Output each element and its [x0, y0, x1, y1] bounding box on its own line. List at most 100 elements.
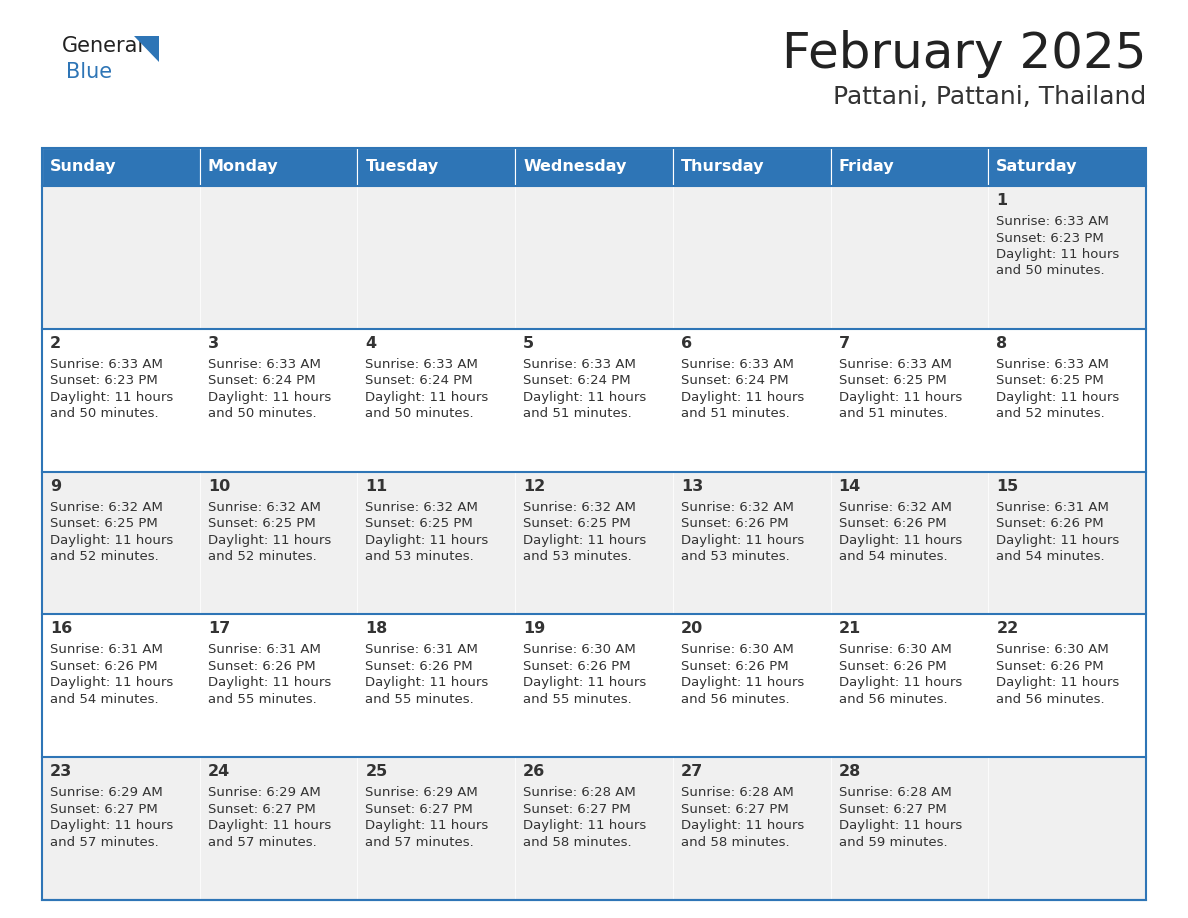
- Bar: [988, 472, 1146, 614]
- Text: and 55 minutes.: and 55 minutes.: [523, 693, 632, 706]
- Text: Saturday: Saturday: [997, 160, 1078, 174]
- Text: Sunrise: 6:33 AM: Sunrise: 6:33 AM: [997, 215, 1110, 228]
- Text: Daylight: 11 hours: Daylight: 11 hours: [50, 533, 173, 546]
- Text: Sunrise: 6:33 AM: Sunrise: 6:33 AM: [50, 358, 163, 371]
- Text: Daylight: 11 hours: Daylight: 11 hours: [523, 677, 646, 689]
- Text: Pattani, Pattani, Thailand: Pattani, Pattani, Thailand: [833, 85, 1146, 109]
- Bar: [830, 329, 988, 472]
- Bar: [42, 757, 200, 900]
- Text: Blue: Blue: [67, 62, 112, 82]
- Text: and 50 minutes.: and 50 minutes.: [50, 408, 159, 420]
- Text: Sunrise: 6:32 AM: Sunrise: 6:32 AM: [523, 500, 636, 513]
- Text: Sunset: 6:24 PM: Sunset: 6:24 PM: [681, 375, 789, 387]
- Text: Daylight: 11 hours: Daylight: 11 hours: [681, 677, 804, 689]
- Text: Sunrise: 6:33 AM: Sunrise: 6:33 AM: [208, 358, 321, 371]
- Text: 10: 10: [208, 478, 230, 494]
- Text: Sunset: 6:26 PM: Sunset: 6:26 PM: [839, 660, 946, 673]
- Bar: [200, 614, 358, 757]
- Bar: [42, 148, 1146, 900]
- Text: Daylight: 11 hours: Daylight: 11 hours: [839, 391, 962, 404]
- Text: Sunrise: 6:31 AM: Sunrise: 6:31 AM: [208, 644, 321, 656]
- Text: 22: 22: [997, 621, 1018, 636]
- Text: Sunset: 6:26 PM: Sunset: 6:26 PM: [681, 517, 789, 530]
- Text: Daylight: 11 hours: Daylight: 11 hours: [681, 819, 804, 833]
- Text: Daylight: 11 hours: Daylight: 11 hours: [997, 391, 1119, 404]
- Bar: [672, 614, 830, 757]
- Bar: [516, 148, 672, 186]
- Text: 16: 16: [50, 621, 72, 636]
- Bar: [516, 472, 672, 614]
- Text: Sunrise: 6:30 AM: Sunrise: 6:30 AM: [997, 644, 1110, 656]
- Text: Sunset: 6:25 PM: Sunset: 6:25 PM: [50, 517, 158, 530]
- Text: Sunrise: 6:29 AM: Sunrise: 6:29 AM: [50, 786, 163, 800]
- Text: 18: 18: [366, 621, 387, 636]
- Text: Wednesday: Wednesday: [523, 160, 626, 174]
- Text: and 55 minutes.: and 55 minutes.: [366, 693, 474, 706]
- Text: and 50 minutes.: and 50 minutes.: [208, 408, 316, 420]
- Text: Thursday: Thursday: [681, 160, 764, 174]
- Text: Daylight: 11 hours: Daylight: 11 hours: [997, 677, 1119, 689]
- Text: Sunset: 6:23 PM: Sunset: 6:23 PM: [50, 375, 158, 387]
- Text: 23: 23: [50, 764, 72, 779]
- Text: Sunset: 6:27 PM: Sunset: 6:27 PM: [366, 802, 473, 816]
- Text: and 50 minutes.: and 50 minutes.: [997, 264, 1105, 277]
- Text: Daylight: 11 hours: Daylight: 11 hours: [50, 677, 173, 689]
- Text: and 59 minutes.: and 59 minutes.: [839, 835, 947, 849]
- Text: Sunrise: 6:33 AM: Sunrise: 6:33 AM: [681, 358, 794, 371]
- Bar: [830, 614, 988, 757]
- Text: Sunset: 6:23 PM: Sunset: 6:23 PM: [997, 231, 1104, 244]
- Text: Sunrise: 6:32 AM: Sunrise: 6:32 AM: [208, 500, 321, 513]
- Text: and 57 minutes.: and 57 minutes.: [50, 835, 159, 849]
- Bar: [358, 186, 516, 329]
- Text: and 55 minutes.: and 55 minutes.: [208, 693, 316, 706]
- Bar: [42, 148, 200, 186]
- Text: Daylight: 11 hours: Daylight: 11 hours: [523, 819, 646, 833]
- Text: and 52 minutes.: and 52 minutes.: [50, 550, 159, 563]
- Text: and 54 minutes.: and 54 minutes.: [50, 693, 159, 706]
- Bar: [42, 472, 200, 614]
- Text: Daylight: 11 hours: Daylight: 11 hours: [839, 819, 962, 833]
- Text: Sunset: 6:27 PM: Sunset: 6:27 PM: [523, 802, 631, 816]
- Text: Sunrise: 6:30 AM: Sunrise: 6:30 AM: [523, 644, 636, 656]
- Bar: [988, 757, 1146, 900]
- Text: Sunrise: 6:28 AM: Sunrise: 6:28 AM: [681, 786, 794, 800]
- Text: Sunset: 6:26 PM: Sunset: 6:26 PM: [681, 660, 789, 673]
- Bar: [200, 329, 358, 472]
- Text: Sunset: 6:26 PM: Sunset: 6:26 PM: [997, 517, 1104, 530]
- Text: and 50 minutes.: and 50 minutes.: [366, 408, 474, 420]
- Text: 21: 21: [839, 621, 861, 636]
- Text: Sunset: 6:25 PM: Sunset: 6:25 PM: [523, 517, 631, 530]
- Text: Sunset: 6:27 PM: Sunset: 6:27 PM: [839, 802, 947, 816]
- Text: and 54 minutes.: and 54 minutes.: [839, 550, 947, 563]
- Text: and 58 minutes.: and 58 minutes.: [523, 835, 632, 849]
- Bar: [988, 329, 1146, 472]
- Text: Daylight: 11 hours: Daylight: 11 hours: [50, 391, 173, 404]
- Text: 11: 11: [366, 478, 387, 494]
- Text: and 54 minutes.: and 54 minutes.: [997, 550, 1105, 563]
- Text: Sunset: 6:24 PM: Sunset: 6:24 PM: [523, 375, 631, 387]
- Text: Daylight: 11 hours: Daylight: 11 hours: [366, 533, 488, 546]
- Text: 12: 12: [523, 478, 545, 494]
- Text: 19: 19: [523, 621, 545, 636]
- Text: Daylight: 11 hours: Daylight: 11 hours: [366, 677, 488, 689]
- Text: Sunrise: 6:30 AM: Sunrise: 6:30 AM: [681, 644, 794, 656]
- Text: 17: 17: [208, 621, 230, 636]
- Text: 28: 28: [839, 764, 861, 779]
- Text: 24: 24: [208, 764, 230, 779]
- Text: Sunset: 6:24 PM: Sunset: 6:24 PM: [208, 375, 315, 387]
- Text: Daylight: 11 hours: Daylight: 11 hours: [208, 819, 331, 833]
- Text: Sunset: 6:25 PM: Sunset: 6:25 PM: [839, 375, 947, 387]
- Bar: [200, 148, 358, 186]
- Bar: [358, 614, 516, 757]
- Text: and 56 minutes.: and 56 minutes.: [997, 693, 1105, 706]
- Text: 15: 15: [997, 478, 1018, 494]
- Bar: [672, 148, 830, 186]
- Text: and 58 minutes.: and 58 minutes.: [681, 835, 790, 849]
- Polygon shape: [134, 36, 159, 62]
- Text: Sunset: 6:26 PM: Sunset: 6:26 PM: [997, 660, 1104, 673]
- Text: Friday: Friday: [839, 160, 895, 174]
- Text: Sunrise: 6:33 AM: Sunrise: 6:33 AM: [523, 358, 636, 371]
- Text: Tuesday: Tuesday: [366, 160, 438, 174]
- Text: 27: 27: [681, 764, 703, 779]
- Text: and 52 minutes.: and 52 minutes.: [208, 550, 316, 563]
